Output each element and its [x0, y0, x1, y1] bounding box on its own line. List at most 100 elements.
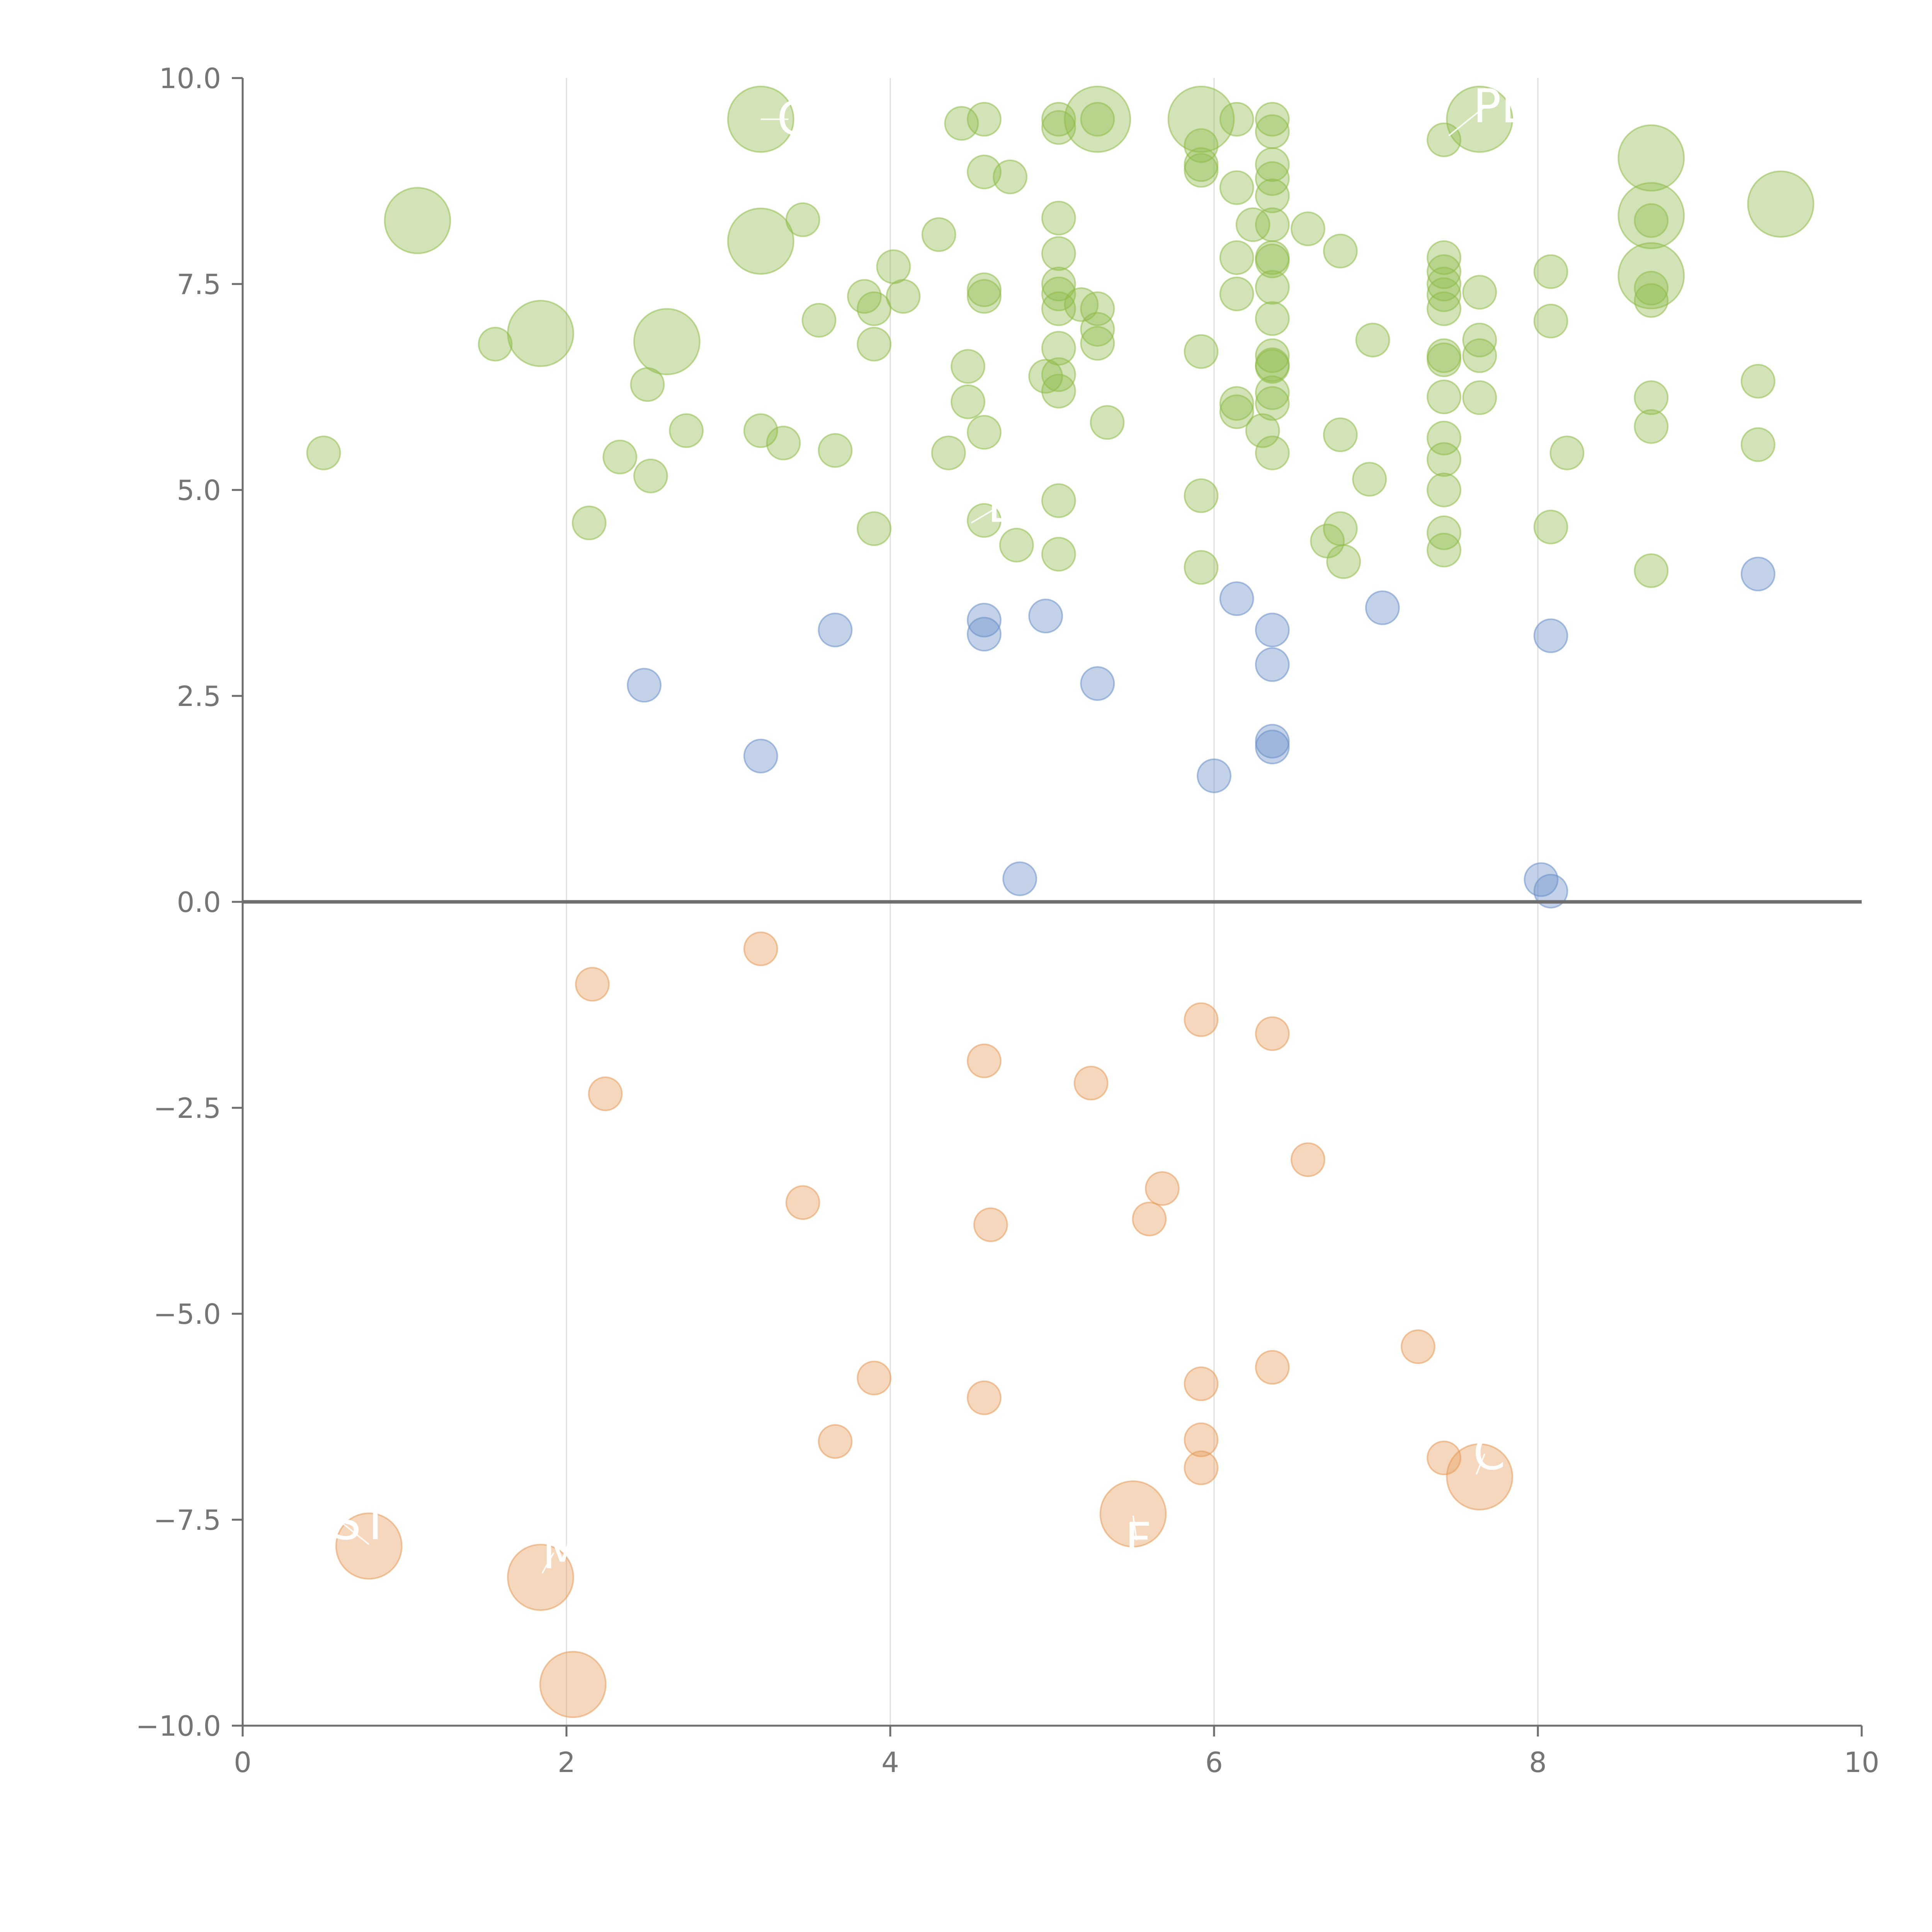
blue-bubble	[1080, 666, 1115, 701]
blue-bubble	[1533, 874, 1568, 909]
green-bubble	[1634, 270, 1669, 306]
x-tick-label: 4	[881, 1746, 899, 1779]
y-tick-label: −10.0	[136, 1710, 221, 1742]
green-bubble	[743, 413, 778, 448]
blue-bubble	[1533, 618, 1568, 653]
green-bubble	[857, 327, 892, 362]
green-bubble	[633, 458, 668, 493]
y-tick-label: 7.5	[177, 268, 221, 301]
orange-bubble	[1132, 1201, 1167, 1236]
x-tick-label: 0	[234, 1746, 252, 1779]
green-bubble	[1219, 170, 1254, 205]
orange-bubble	[1446, 1443, 1514, 1511]
blue-bubble	[1255, 612, 1290, 648]
green-bubble	[1184, 334, 1219, 369]
annotation-leader-line	[1132, 1515, 1138, 1541]
orange-bubble	[1184, 1422, 1219, 1458]
green-bubble	[1323, 417, 1358, 452]
x-tick-label: 10	[1844, 1746, 1879, 1779]
green-bubble	[931, 435, 966, 470]
green-bubble	[1080, 312, 1115, 347]
green-bubble	[1041, 267, 1076, 301]
green-bubble	[1219, 394, 1254, 429]
green-bubble	[1462, 323, 1497, 357]
green-bubble	[766, 425, 801, 461]
blue-bubble	[1524, 862, 1559, 897]
blue-bubble	[743, 738, 778, 774]
annotation-label: C	[1473, 1427, 1505, 1480]
green-bubble	[785, 202, 820, 237]
y-tick-label: 2.5	[177, 680, 221, 713]
green-bubble	[1255, 338, 1290, 373]
green-bubble	[951, 384, 986, 419]
green-bubble	[1255, 179, 1290, 213]
green-bubble	[1219, 240, 1254, 275]
green-bubble	[1462, 275, 1497, 310]
green-bubble	[1634, 409, 1669, 444]
green-bubble	[886, 279, 921, 314]
green-bubble	[1041, 331, 1076, 366]
x-tick-label: 2	[558, 1746, 575, 1779]
orange-bubble	[967, 1380, 1002, 1415]
orange-bubble	[1184, 1002, 1219, 1037]
blue-bubble	[1028, 599, 1063, 634]
green-bubble	[1255, 435, 1290, 470]
green-bubble	[1255, 207, 1290, 242]
green-bubble	[801, 303, 837, 338]
y-tick-label: −7.5	[153, 1504, 221, 1536]
orange-bubble	[967, 1043, 1002, 1078]
green-bubble	[1167, 85, 1235, 153]
axis-layer: 10.0 7.5 5.0 2.5 0.0 −2.5 −5.0 −7.5 −10.0 0 2 4 6 8 10	[136, 62, 1879, 1779]
green-bubble	[857, 291, 892, 326]
x-tick-label: 8	[1529, 1746, 1547, 1779]
green-bubble	[727, 207, 794, 275]
y-tick-label: 5.0	[177, 474, 221, 507]
green-bubble	[1427, 473, 1461, 507]
green-bubble	[1634, 283, 1669, 318]
green-bubble	[1355, 323, 1390, 357]
green-bubble	[1041, 102, 1076, 137]
blue-bubble	[1197, 758, 1231, 793]
annotation-leader-line	[343, 1523, 370, 1545]
green-bubble	[1740, 364, 1776, 399]
green-bubble	[1323, 233, 1358, 269]
green-bubble	[967, 279, 1002, 314]
green-bubble	[1080, 326, 1115, 361]
green-bubble	[967, 155, 1002, 189]
green-bubble	[507, 300, 574, 367]
orange-bubble	[785, 1185, 820, 1220]
green-bubble	[1427, 122, 1461, 157]
green-bubble	[1080, 102, 1115, 137]
green-bubble	[1184, 478, 1219, 513]
annotation-leader-line	[1448, 106, 1485, 136]
green-bubble	[1041, 483, 1076, 518]
green-bubble	[384, 187, 451, 254]
green-bubble	[1446, 85, 1514, 153]
y-tick-label: −5.0	[153, 1298, 221, 1330]
green-bubble	[1740, 427, 1776, 462]
green-bubble	[1617, 182, 1685, 249]
x-tick-label: 6	[1205, 1746, 1223, 1779]
orange-bubble	[1255, 1350, 1290, 1385]
green-bubble	[1041, 374, 1076, 409]
green-bubble	[1427, 379, 1461, 414]
y-tick-label: −2.5	[153, 1092, 221, 1124]
green-bubble	[1064, 85, 1131, 153]
annotation-label: F	[1125, 1513, 1152, 1567]
green-bubble	[1219, 102, 1254, 137]
green-bubble	[847, 279, 882, 314]
green-bubble	[1041, 276, 1076, 311]
green-bubble	[1352, 462, 1387, 497]
green-bubble	[1462, 338, 1497, 373]
green-bubble	[1041, 110, 1076, 145]
green-bubble	[1427, 291, 1461, 326]
green-bubble	[1549, 435, 1585, 470]
green-bubble	[967, 503, 1002, 538]
green-bubble	[1533, 254, 1568, 289]
orange-bubble	[539, 1651, 607, 1718]
orange-bubble	[1145, 1171, 1180, 1206]
green-bubble	[478, 327, 513, 362]
orange-bubble	[335, 1512, 403, 1580]
orange-bubble	[1184, 1366, 1219, 1401]
green-bubble	[1255, 375, 1290, 410]
